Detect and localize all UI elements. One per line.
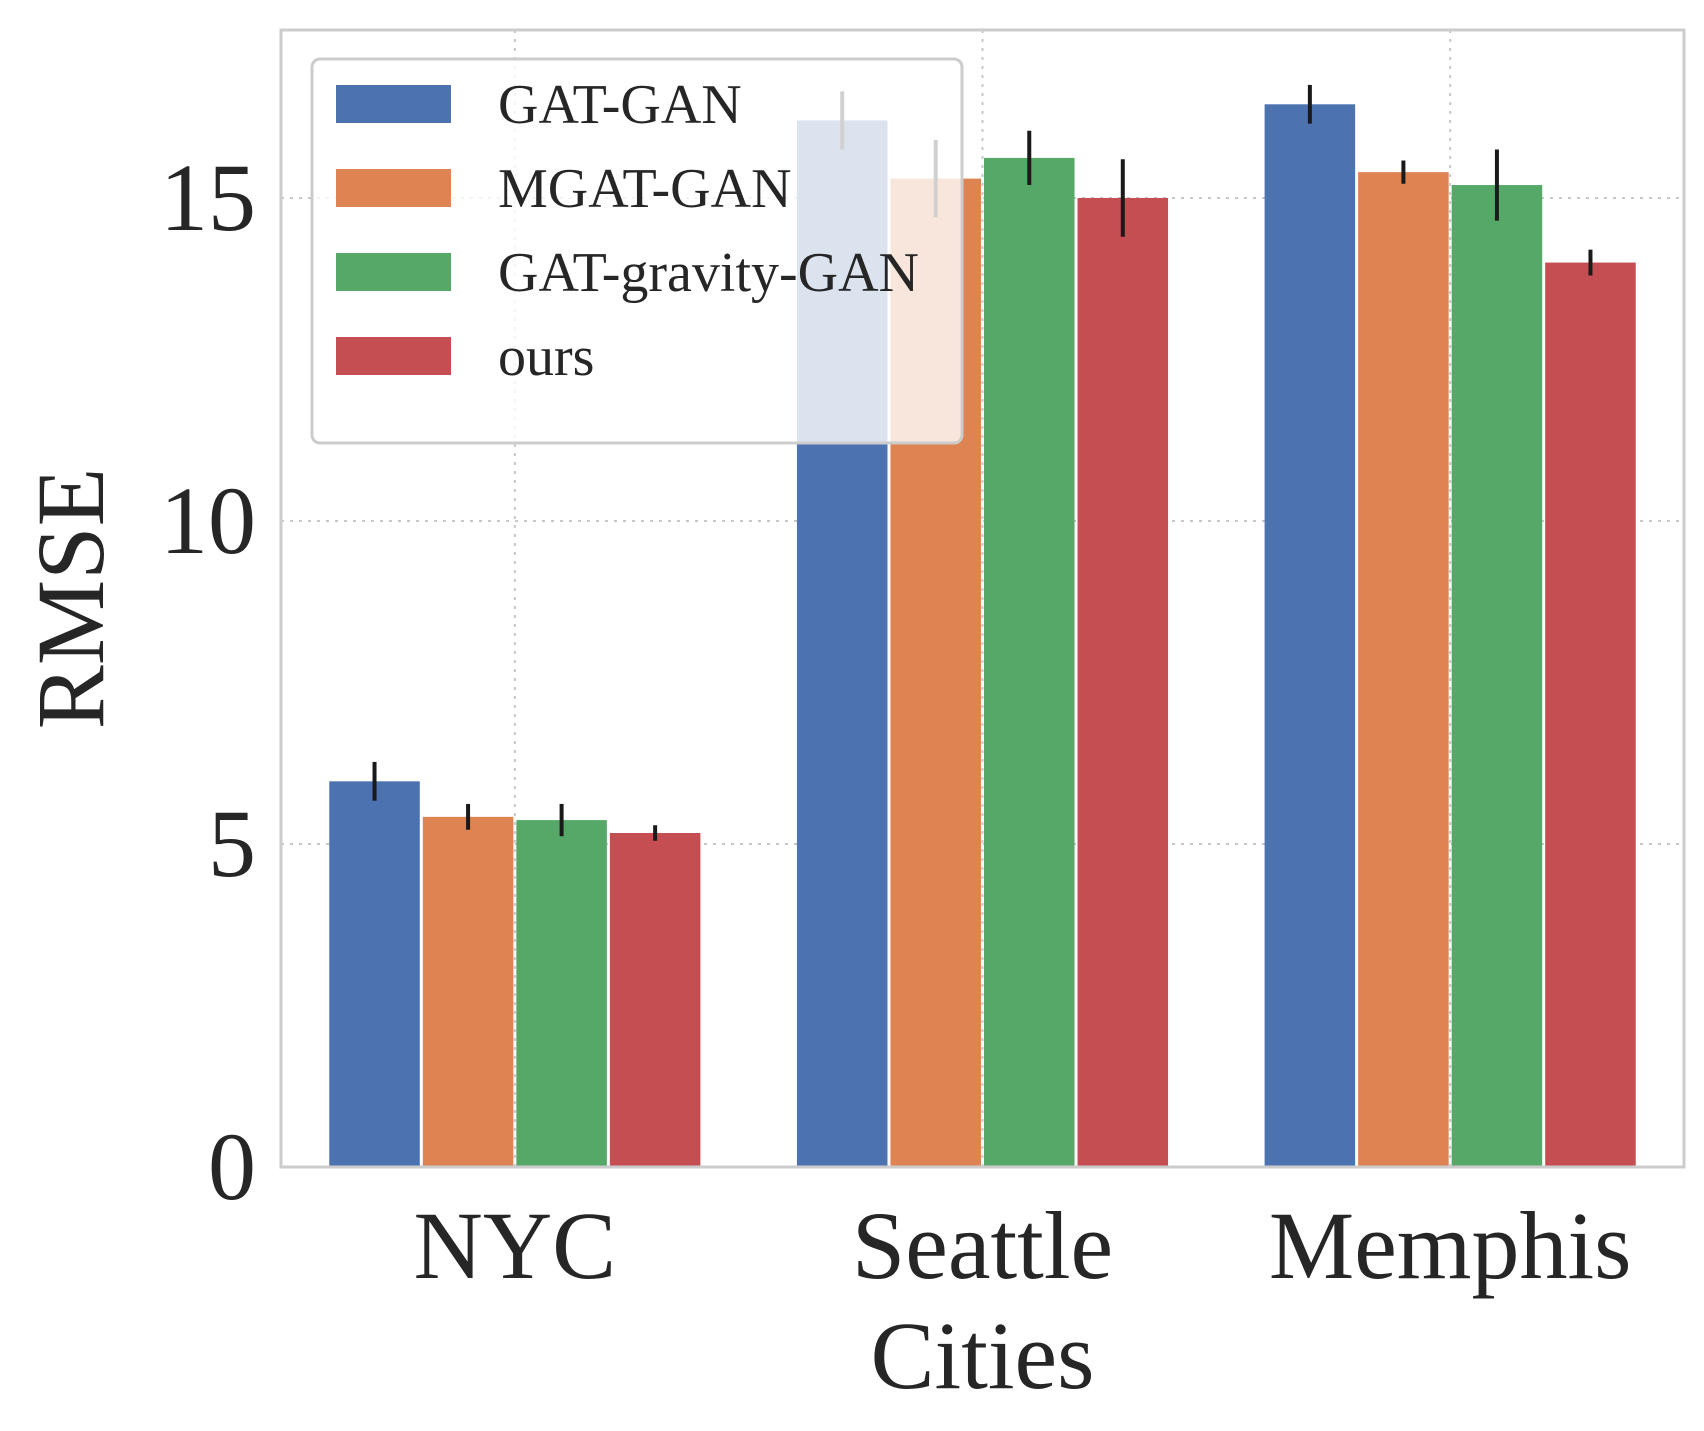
bar-gat-gan-memphis <box>1264 104 1356 1168</box>
x-tick-labels: NYC Seattle Memphis <box>413 1192 1631 1299</box>
bar-gat-gan-nyc <box>329 781 420 1167</box>
legend-swatch <box>336 253 451 291</box>
x-tick-label-nyc: NYC <box>413 1192 616 1299</box>
y-tick-label: 0 <box>208 1113 256 1220</box>
y-tick-labels: 0 5 10 15 <box>160 144 256 1220</box>
bar-gat-gravity-gan-memphis <box>1451 185 1543 1167</box>
bar-gat-gravity-gan-seattle <box>984 157 1075 1168</box>
bar-ours-seattle <box>1077 197 1169 1167</box>
legend-label: ours <box>498 326 594 388</box>
bar-mgat-gan-nyc <box>422 816 514 1167</box>
legend-label: GAT-gravity-GAN <box>498 242 919 304</box>
bar-ours-memphis <box>1545 262 1636 1167</box>
legend: GAT-GAN MGAT-GAN GAT-gravity-GAN ours <box>310 57 964 445</box>
x-tick-label-memphis: Memphis <box>1269 1192 1632 1299</box>
legend-box <box>310 57 964 445</box>
plot-frame <box>279 28 1686 1169</box>
legend-swatch <box>336 337 451 375</box>
bar-gat-gravity-gan-nyc <box>516 820 607 1167</box>
x-axis-label: Cities <box>870 1302 1094 1409</box>
bars <box>329 104 1636 1168</box>
legend-label: GAT-GAN <box>498 74 742 136</box>
y-tick-label: 15 <box>160 144 256 251</box>
y-tick-label: 5 <box>208 790 256 897</box>
bar-ours-nyc <box>609 833 701 1167</box>
x-tick-label-seattle: Seattle <box>852 1192 1113 1299</box>
bar-mgat-gan-memphis <box>1358 172 1449 1167</box>
legend-label: MGAT-GAN <box>498 158 792 220</box>
legend-swatch <box>336 85 451 123</box>
legend-swatch <box>336 169 451 207</box>
y-tick-label: 10 <box>160 467 256 574</box>
y-axis-label: RMSE <box>17 468 124 729</box>
